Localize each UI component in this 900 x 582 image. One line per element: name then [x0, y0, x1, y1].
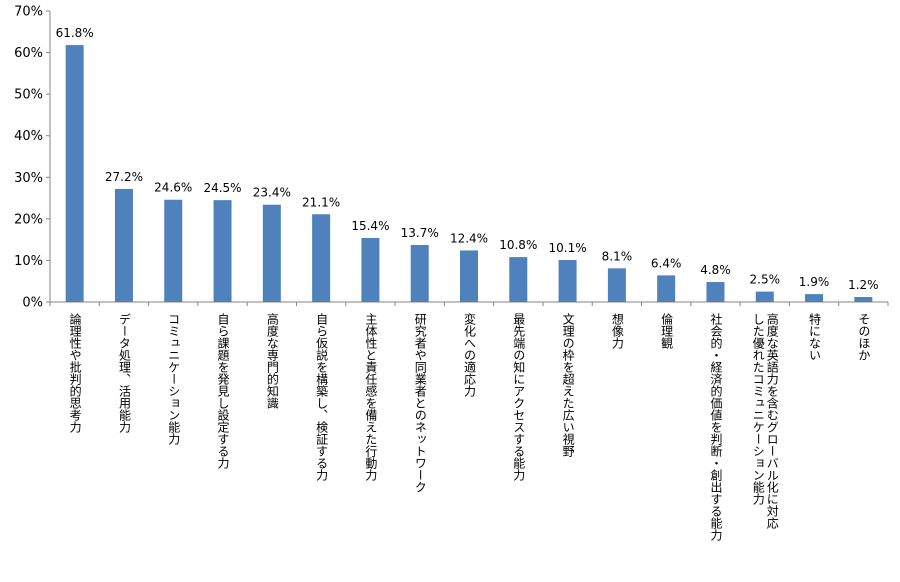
data-label: 1.9% — [799, 275, 830, 289]
x-category-label: そのほか — [857, 313, 871, 361]
x-category-label: 最先端の知にアクセスする能力 — [512, 313, 526, 482]
data-label: 23.4% — [253, 186, 291, 200]
x-category-label: 文理の枠を超えた広い視野 — [561, 312, 575, 457]
y-tick-label: 40% — [14, 129, 43, 144]
bar — [164, 199, 183, 302]
bar — [460, 250, 478, 302]
bar — [114, 188, 133, 302]
data-label: 15.4% — [351, 219, 389, 233]
data-label: 10.8% — [499, 238, 537, 252]
data-label: 12.4% — [450, 231, 488, 245]
x-category-label: 主体性と責任感を備えた行動力 — [364, 313, 378, 482]
y-tick-label: 10% — [14, 254, 43, 269]
x-category-label: 特にない — [808, 312, 822, 361]
bar — [262, 204, 281, 302]
x-category-label: 論理性や批判的思考力 — [68, 312, 82, 434]
data-label: 61.8% — [56, 26, 94, 40]
bar — [805, 294, 824, 302]
y-tick-label: 70% — [14, 5, 43, 20]
bar — [312, 214, 331, 302]
data-label: 8.1% — [602, 249, 633, 263]
x-category-label: 想像力 — [610, 312, 624, 350]
y-tick-label: 30% — [14, 171, 43, 186]
x-category-label: 研究者や同業者とのネットワーク — [413, 313, 427, 493]
bar — [657, 275, 676, 302]
y-tick-label: 0% — [22, 296, 43, 311]
x-category-label: 倫理観 — [660, 313, 674, 349]
x-category-label: データ処理、活用能力 — [117, 313, 131, 434]
bar — [607, 268, 626, 302]
bar — [361, 237, 380, 302]
bar — [706, 282, 725, 302]
x-category-label: 高度な専門的知識 — [265, 312, 279, 410]
category-labels: 論理性や批判的思考力 データ処理、活用能力 コミュニケーション能力 自ら課題を発見し設… — [68, 312, 871, 542]
x-category-label: 自ら仮説を構築し、検証する力 — [315, 313, 329, 482]
data-label: 24.5% — [203, 181, 241, 195]
data-label: 24.6% — [154, 181, 192, 195]
bar — [558, 260, 577, 302]
bar — [509, 257, 528, 302]
x-category-label: 自ら課題を発見し設定する力 — [216, 313, 230, 470]
bar — [755, 291, 774, 302]
x-category-label: 変化への適応力 — [463, 312, 477, 398]
bars — [65, 45, 873, 303]
y-tick-label: 20% — [14, 212, 43, 227]
bar — [65, 45, 84, 303]
data-label: 6.4% — [651, 256, 682, 270]
y-tick-label: 50% — [14, 88, 43, 103]
bar — [410, 245, 429, 302]
data-label: 27.2% — [105, 170, 143, 184]
data-label: 4.8% — [700, 263, 731, 277]
x-category-label: 社会的・経済的価値を判断・創出する能力 — [709, 312, 723, 542]
data-label: 10.1% — [549, 241, 587, 255]
x-category-label: 高度な英語力を含むグローバル化に対応 — [765, 312, 779, 530]
data-label: 1.2% — [848, 278, 879, 292]
data-label: 2.5% — [750, 273, 781, 287]
bar — [213, 200, 232, 302]
data-labels: 61.8% 27.2% 24.6% 24.5% 23.4% 21.1% 15.4% 13.7%… — [56, 26, 879, 292]
bar — [854, 297, 873, 302]
data-label: 13.7% — [401, 226, 439, 240]
y-axis: 0% 10% 20% 30% 40% 50% 60% 70% — [14, 5, 889, 311]
x-category-label: した優れたコミュニケーション能力 — [751, 313, 765, 506]
x-category-label: コミュニケーション能力 — [167, 313, 181, 446]
data-label: 21.1% — [302, 195, 340, 209]
y-tick-label: 60% — [14, 46, 43, 61]
